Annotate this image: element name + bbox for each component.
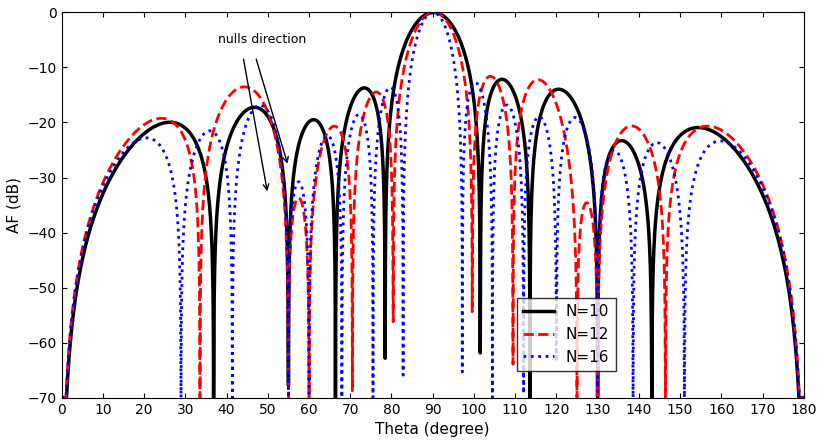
N=16	[798, 395, 808, 400]
N=12	[518, 98, 528, 103]
N=12	[264, 112, 274, 118]
Legend: N=10, N=12, N=16: N=10, N=12, N=16	[517, 298, 616, 371]
N=12	[506, 162, 516, 167]
N=16	[264, 110, 274, 115]
N=12	[216, 108, 226, 113]
N=16	[506, 106, 516, 111]
N=16	[57, 395, 67, 400]
Line: N=10: N=10	[62, 12, 803, 398]
N=12	[798, 395, 808, 400]
N=16	[798, 395, 808, 400]
Line: N=12: N=12	[62, 12, 803, 398]
N=16	[428, 10, 438, 15]
N=10	[264, 115, 274, 121]
N=12	[798, 395, 808, 400]
Text: nulls direction: nulls direction	[218, 33, 307, 46]
N=10	[728, 145, 738, 151]
N=16	[728, 143, 738, 149]
N=16	[518, 391, 528, 396]
N=10	[798, 395, 808, 400]
X-axis label: Theta (degree): Theta (degree)	[376, 422, 490, 437]
N=10	[57, 395, 67, 400]
Line: N=16: N=16	[62, 12, 803, 398]
N=10	[216, 174, 226, 180]
N=16	[216, 141, 226, 147]
N=12	[728, 137, 738, 142]
N=12	[429, 10, 439, 15]
N=10	[428, 10, 438, 15]
N=10	[518, 131, 528, 136]
N=12	[57, 395, 67, 400]
N=10	[506, 83, 516, 89]
Y-axis label: AF (dB): AF (dB)	[7, 177, 22, 233]
N=10	[798, 395, 808, 400]
